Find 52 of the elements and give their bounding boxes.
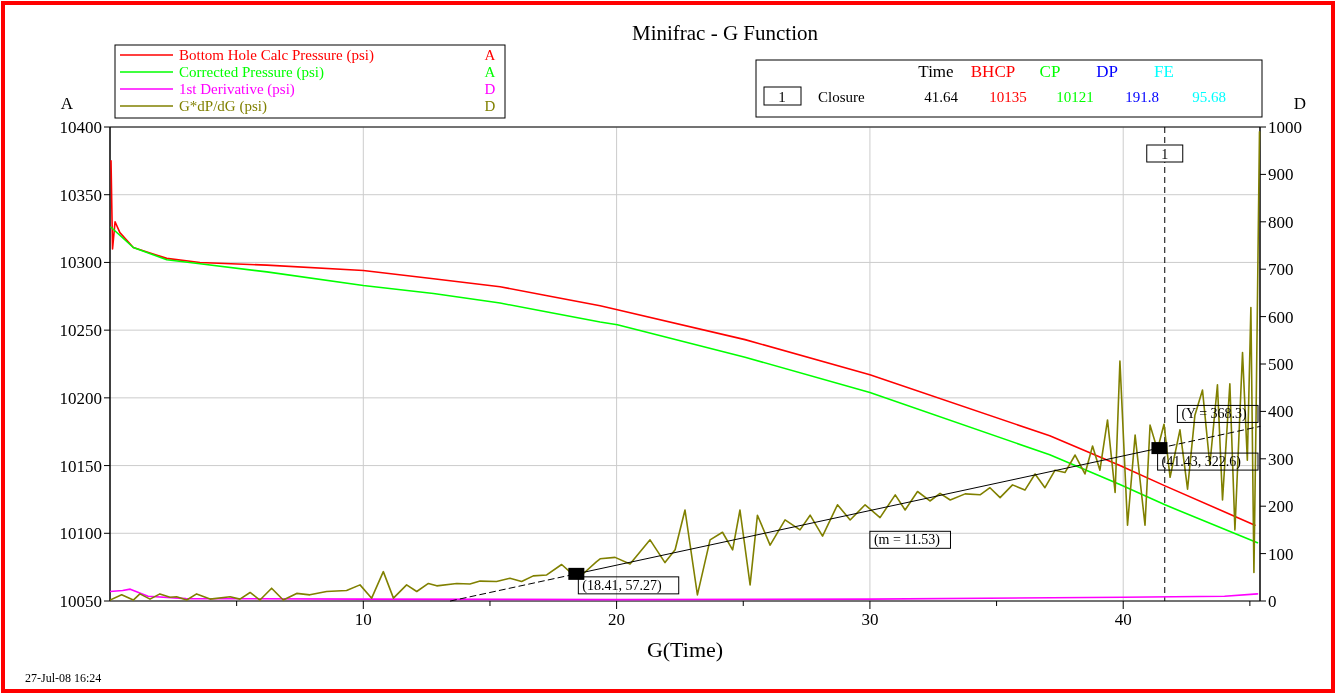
text: FE <box>1154 62 1174 81</box>
text: Time <box>918 62 954 81</box>
y2-axis-title: D <box>1293 94 1307 113</box>
y2-tick-label: 600 <box>1268 307 1294 327</box>
x-tick-label: 10 <box>354 610 372 629</box>
y-axis-title: A <box>60 94 74 113</box>
text: 191.8 <box>1125 89 1159 105</box>
annotation: 1 <box>1161 147 1169 162</box>
text: 10121 <box>1056 89 1094 105</box>
y-tick-label: 10400 <box>59 118 102 137</box>
legend-label: Corrected Pressure (psi) <box>179 64 324 81</box>
text: 1 <box>778 89 786 105</box>
y2-tick-label: 800 <box>1268 212 1294 232</box>
text: 10135 <box>989 89 1027 105</box>
legend-label: G*dP/dG (psi) <box>179 98 267 115</box>
text: Closure <box>818 89 865 105</box>
y2-tick-label: 1000 <box>1268 118 1302 137</box>
y2-tick-label: 400 <box>1268 402 1294 422</box>
y2-tick-label: 100 <box>1268 544 1294 564</box>
text: BHCP <box>970 62 1016 81</box>
annotation: (18.41, 57.27) <box>582 577 662 594</box>
text: 95.68 <box>1192 89 1226 105</box>
line-series <box>110 160 1256 526</box>
legend-label: Bottom Hole Calc Pressure (psi) <box>179 47 374 64</box>
y2-tick-label: 300 <box>1268 449 1294 469</box>
text: 41.64 <box>924 89 959 105</box>
text: DP <box>1096 62 1118 81</box>
annotation: (m = 11.53) <box>873 532 941 549</box>
x-tick-label: 30 <box>861 610 879 629</box>
x-axis-title: G(Time) <box>646 637 724 662</box>
y2-tick-label: 900 <box>1268 165 1294 185</box>
y2-tick-label: 500 <box>1268 355 1294 374</box>
y-tick-label: 10300 <box>59 253 102 273</box>
y-tick-label: 10100 <box>59 524 102 544</box>
text: A <box>484 64 496 80</box>
y-tick-label: 10200 <box>59 388 102 408</box>
y-tick-label: 10150 <box>59 456 102 476</box>
y2-tick-label: 0 <box>1268 592 1277 611</box>
y-tick-label: 10050 <box>59 592 102 611</box>
text: D <box>484 81 496 97</box>
y2-tick-label: 200 <box>1268 497 1294 517</box>
legend-label: 1st Derivative (psi) <box>179 81 295 98</box>
text: D <box>484 98 496 114</box>
x-tick-label: 40 <box>1114 610 1132 629</box>
chart-title: Minifrac - G Function <box>631 21 819 45</box>
text: 27-Jul-08 16:24 <box>25 671 102 685</box>
text: CP <box>1039 62 1061 81</box>
y-tick-label: 10350 <box>59 185 102 205</box>
y-tick-label: 10250 <box>59 321 102 341</box>
y2-tick-label: 700 <box>1268 260 1294 280</box>
x-tick-label: 20 <box>608 610 626 629</box>
text: A <box>484 47 496 63</box>
